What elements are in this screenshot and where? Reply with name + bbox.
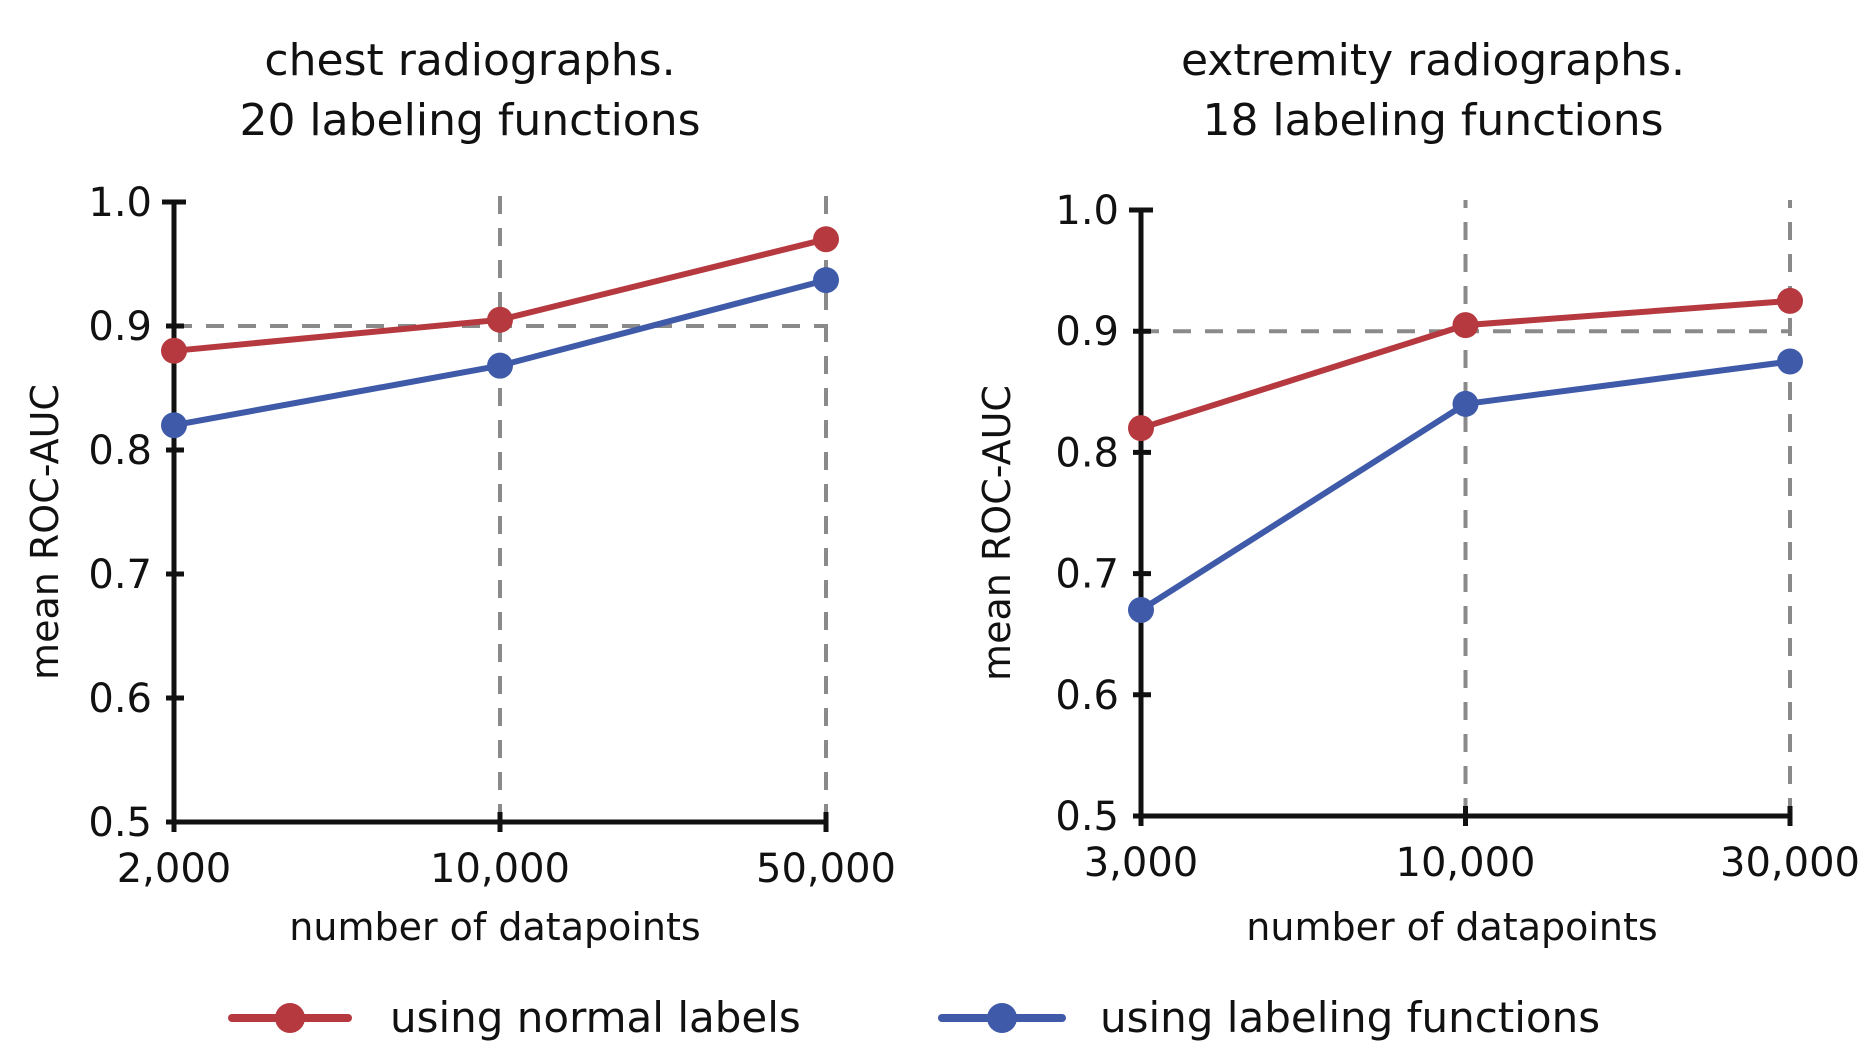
x-tick-label: 50,000 [756,846,896,892]
data-point [487,306,513,333]
y-tick-label: 0.7 [88,552,152,598]
y-tick-label: 0.5 [1055,794,1119,840]
x-tick-label: 30,000 [1720,840,1860,886]
data-point [1128,596,1154,623]
legend: using normal labels using labeling functi… [228,993,1600,1042]
x-tick-label: 10,000 [430,846,570,892]
y-axis-label: mean ROC-AUC [23,384,67,680]
y-tick-label: 1.0 [88,180,152,226]
y-tick-label: 0.6 [1055,673,1119,719]
chart-panel-1: chest radiographs. 20 labeling functions 0… [23,35,896,949]
data-point [1128,415,1154,442]
x-tick-label: 10,000 [1396,840,1536,886]
x-axis-label: number of datapoints [289,905,700,949]
chart-title: chest radiographs. [264,35,675,86]
data-point [813,226,839,253]
legend-marker [275,1003,305,1033]
y-tick-label: 0.9 [88,304,152,350]
legend-marker [987,1003,1017,1033]
data-point [487,352,513,379]
y-axis-label: mean ROC-AUC [975,385,1019,681]
chart-subtitle: 18 labeling functions [1202,95,1663,146]
y-tick-label: 1.0 [1055,188,1119,234]
x-tick-label: 3,000 [1084,840,1199,886]
y-tick-label: 0.7 [1055,552,1119,598]
chart-panel-2: extremity radiographs. 18 labeling functi… [975,35,1860,949]
y-tick-label: 0.6 [88,676,152,722]
y-tick-label: 0.9 [1055,309,1119,355]
chart-subtitle: 20 labeling functions [239,95,700,146]
chart-title: extremity radiographs. [1181,35,1685,86]
x-tick-label: 2,000 [117,846,232,892]
data-point [161,337,187,364]
y-tick-label: 0.8 [1055,430,1119,476]
legend-label: using normal labels [390,993,801,1042]
data-point [1777,287,1803,314]
y-tick-label: 0.8 [88,428,152,474]
data-point [161,412,187,439]
x-axis-label: number of datapoints [1246,905,1657,949]
data-point [813,267,839,294]
data-point [1452,312,1479,339]
data-point [1777,348,1803,375]
y-tick-label: 0.5 [88,800,152,846]
legend-label: using labeling functions [1100,993,1600,1042]
data-point [1452,390,1479,417]
